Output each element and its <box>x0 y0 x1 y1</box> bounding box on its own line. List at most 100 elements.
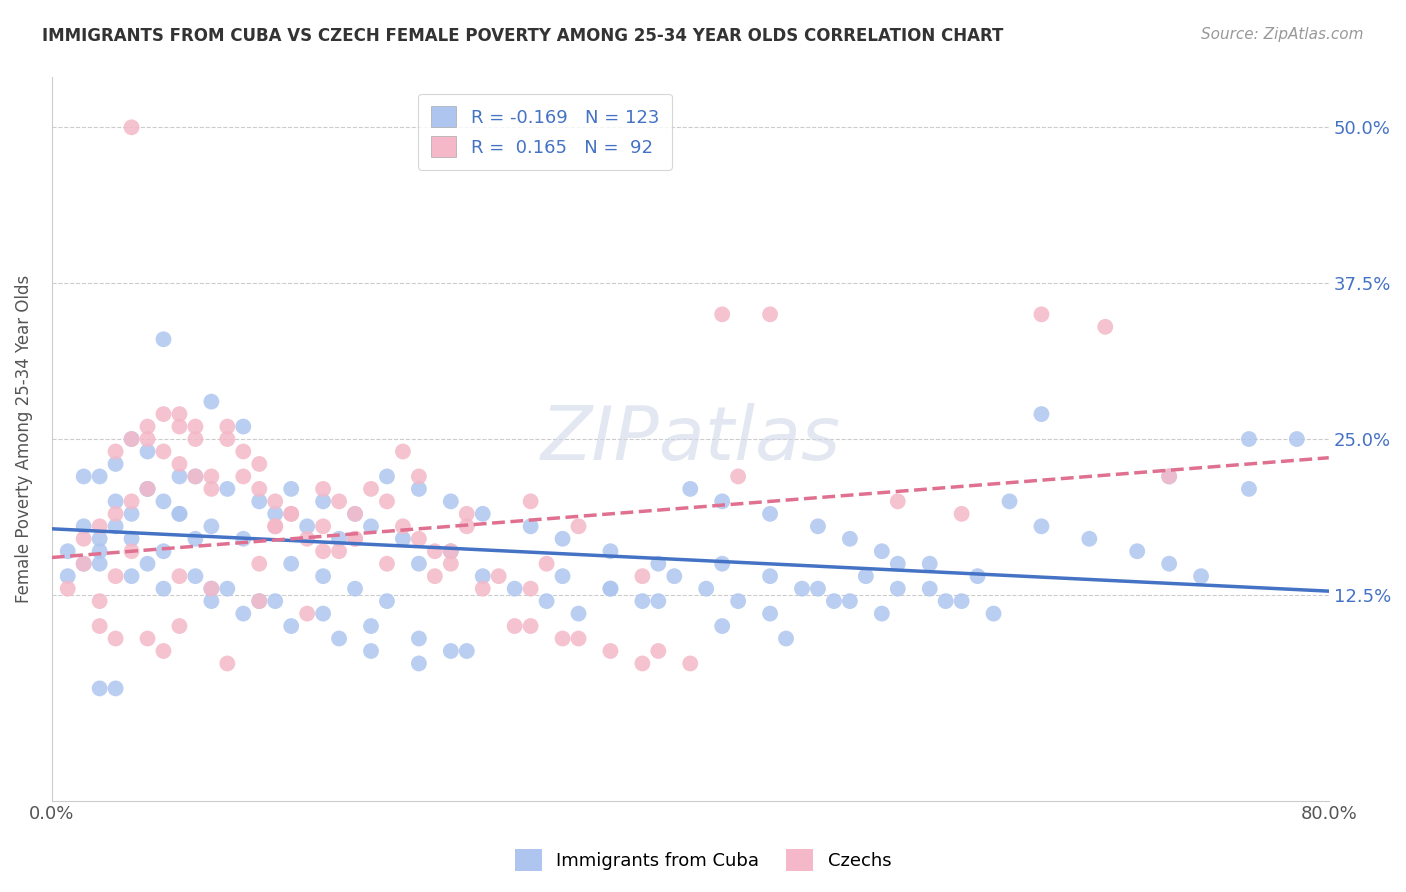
Point <box>727 469 749 483</box>
Point <box>247 457 270 471</box>
Point <box>247 594 270 608</box>
Point <box>264 507 287 521</box>
Point <box>536 594 558 608</box>
Point <box>631 657 654 671</box>
Point <box>104 519 127 533</box>
Point <box>471 569 494 583</box>
Point <box>408 532 430 546</box>
Point <box>200 394 222 409</box>
Point <box>823 594 845 608</box>
Legend: R = -0.169   N = 123, R =  0.165   N =  92: R = -0.169 N = 123, R = 0.165 N = 92 <box>419 94 672 169</box>
Point <box>312 494 335 508</box>
Point <box>775 632 797 646</box>
Point <box>264 519 287 533</box>
Point <box>631 569 654 583</box>
Point <box>1285 432 1308 446</box>
Point <box>1126 544 1149 558</box>
Point <box>136 557 159 571</box>
Point <box>567 519 589 533</box>
Point <box>121 544 143 558</box>
Point <box>104 444 127 458</box>
Point <box>679 482 702 496</box>
Point <box>73 557 96 571</box>
Point <box>711 494 734 508</box>
Point <box>56 582 79 596</box>
Point <box>169 507 191 521</box>
Point <box>456 507 478 521</box>
Point <box>73 532 96 546</box>
Point <box>503 619 526 633</box>
Point <box>136 432 159 446</box>
Point <box>440 544 463 558</box>
Point <box>392 532 415 546</box>
Point <box>247 482 270 496</box>
Point <box>184 469 207 483</box>
Point <box>152 644 174 658</box>
Point <box>295 519 318 533</box>
Point <box>375 557 398 571</box>
Point <box>312 482 335 496</box>
Point <box>711 557 734 571</box>
Point <box>551 569 574 583</box>
Point <box>440 644 463 658</box>
Point <box>392 519 415 533</box>
Point <box>56 569 79 583</box>
Point <box>759 569 782 583</box>
Point <box>89 557 111 571</box>
Point <box>918 557 941 571</box>
Point <box>247 494 270 508</box>
Point <box>169 457 191 471</box>
Point <box>104 681 127 696</box>
Point <box>1159 469 1181 483</box>
Point <box>232 607 254 621</box>
Point <box>121 432 143 446</box>
Point <box>807 519 830 533</box>
Point <box>966 569 988 583</box>
Point <box>169 419 191 434</box>
Point <box>184 419 207 434</box>
Point <box>89 469 111 483</box>
Point <box>247 557 270 571</box>
Point <box>998 494 1021 508</box>
Point <box>551 632 574 646</box>
Point <box>855 569 877 583</box>
Point <box>647 644 669 658</box>
Point <box>184 532 207 546</box>
Point <box>759 607 782 621</box>
Point <box>664 569 686 583</box>
Point <box>73 557 96 571</box>
Point <box>169 619 191 633</box>
Point <box>169 507 191 521</box>
Point <box>567 607 589 621</box>
Point <box>423 569 446 583</box>
Point <box>711 619 734 633</box>
Point <box>217 657 239 671</box>
Point <box>232 419 254 434</box>
Point <box>73 469 96 483</box>
Point <box>136 419 159 434</box>
Point <box>950 507 973 521</box>
Point <box>599 582 621 596</box>
Point <box>200 482 222 496</box>
Point <box>408 482 430 496</box>
Point <box>328 544 350 558</box>
Point <box>647 557 669 571</box>
Point <box>104 569 127 583</box>
Point <box>408 557 430 571</box>
Point <box>344 582 367 596</box>
Text: ZIPatlas: ZIPatlas <box>540 403 841 475</box>
Point <box>121 507 143 521</box>
Point <box>440 494 463 508</box>
Point <box>200 594 222 608</box>
Point <box>280 507 302 521</box>
Point <box>1189 569 1212 583</box>
Point <box>344 507 367 521</box>
Point <box>360 519 382 533</box>
Point <box>599 644 621 658</box>
Point <box>887 557 910 571</box>
Point <box>631 594 654 608</box>
Point <box>200 582 222 596</box>
Point <box>838 594 860 608</box>
Point <box>344 507 367 521</box>
Point <box>152 544 174 558</box>
